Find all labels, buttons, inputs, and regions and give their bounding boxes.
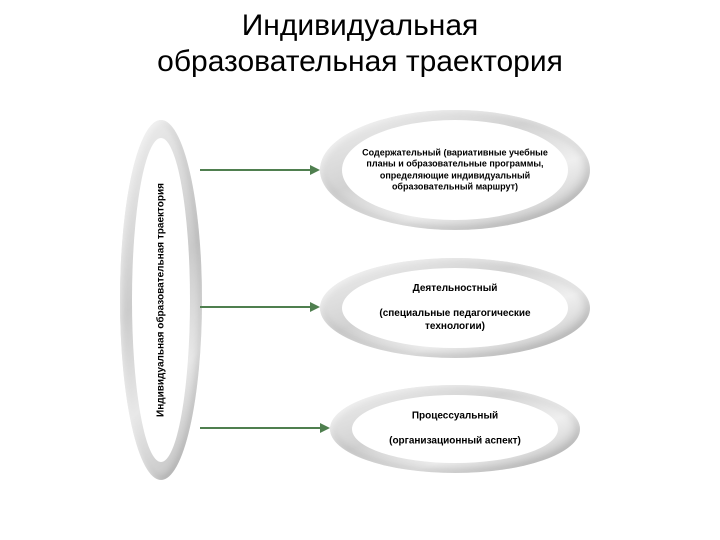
ring-caption-line1: Деятельностный [413,283,498,294]
page-title: Индивидуальная образовательная траектори… [0,8,720,80]
slide: Индивидуальная образовательная траектори… [0,0,720,540]
left-ellipse-ring: Индивидуальная образовательная траектори… [120,120,202,480]
ring-process: Процессуальный (организационный аспект) [330,385,580,473]
arrow-head-icon [310,302,320,312]
ring-caption: Процессуальный (организационный аспект) [360,410,550,448]
ring-content: Содержательный (вариативные учебные план… [320,110,590,230]
arrow-head-icon [310,165,320,175]
left-ring-label: Индивидуальная образовательная траектори… [156,183,167,417]
ring-caption-line1: Процессуальный [412,410,498,421]
title-line-1: Индивидуальная [0,8,720,44]
arrow-shaft [200,306,310,308]
ring-caption: Содержательный (вариативные учебные план… [350,148,560,193]
ring-caption-line2: (организационный аспект) [389,435,521,446]
arrow-shaft [200,427,320,429]
title-line-2: образовательная траектория [0,44,720,80]
arrow-shaft [200,169,310,171]
ring-caption-line2: (специальные педагогические технологии) [379,308,530,332]
arrow-head-icon [320,423,330,433]
ring-caption: Деятельностный (специальные педагогическ… [350,283,560,333]
ring-activity: Деятельностный (специальные педагогическ… [320,258,590,358]
